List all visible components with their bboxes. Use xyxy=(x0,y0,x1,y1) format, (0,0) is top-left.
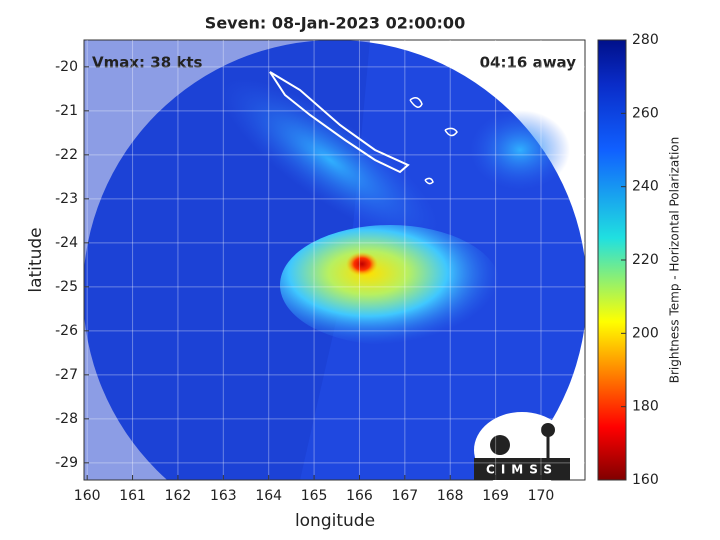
x-tick-label: 169 xyxy=(482,488,509,504)
colorbar-tick-label: 220 xyxy=(632,252,659,268)
logo-text: CIMSS xyxy=(486,463,558,477)
x-tick-label: 168 xyxy=(437,488,464,504)
x-tick-label: 167 xyxy=(391,488,418,504)
y-tick-label: -28 xyxy=(55,411,78,427)
x-tick-label: 161 xyxy=(119,488,146,504)
colorbar-tick-label: 160 xyxy=(632,472,659,488)
colorbar-tick-label: 240 xyxy=(632,179,659,195)
colorbar-tick-label: 260 xyxy=(632,105,659,121)
annotation: Vmax: 38 kts xyxy=(92,54,202,72)
colorbar-tick-label: 280 xyxy=(632,32,659,48)
x-tick-label: 165 xyxy=(301,488,328,504)
annotation: 04:16 away xyxy=(480,54,577,72)
x-tick-label: 163 xyxy=(210,488,237,504)
y-tick-label: -29 xyxy=(55,455,78,471)
colorbar-label: Brightness Temp - Horizontal Polarizatio… xyxy=(668,137,682,384)
x-tick-label: 162 xyxy=(165,488,192,504)
y-tick-label: -23 xyxy=(55,191,78,207)
y-tick-label: -24 xyxy=(55,235,78,251)
y-tick-label: -25 xyxy=(55,279,78,295)
y-tick-label: -20 xyxy=(55,59,78,75)
y-tick-label: -26 xyxy=(55,323,78,339)
y-tick-label: -22 xyxy=(55,147,78,163)
x-tick-label: 164 xyxy=(255,488,282,504)
x-tick-label: 170 xyxy=(528,488,555,504)
x-tick-label: 160 xyxy=(74,488,101,504)
colorbar-tick-label: 200 xyxy=(632,325,659,341)
x-tick-label: 166 xyxy=(346,488,373,504)
y-axis-label: latitude xyxy=(26,227,46,292)
colorbar-tick-label: 180 xyxy=(632,399,659,415)
plot-frame xyxy=(83,39,586,481)
chart-title: Seven: 08-Jan-2023 02:00:00 xyxy=(205,14,465,33)
y-tick-label: -21 xyxy=(55,103,78,119)
x-axis-label: longitude xyxy=(295,511,375,531)
satellite-image xyxy=(84,40,585,480)
y-tick-label: -27 xyxy=(55,367,78,383)
logo: CIMSS xyxy=(474,412,570,488)
